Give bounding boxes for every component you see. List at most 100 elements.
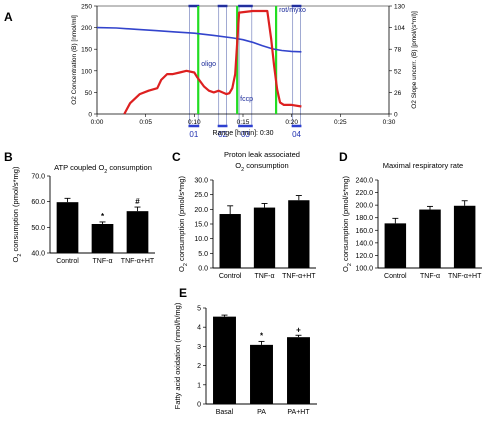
time-box-label: 04 <box>292 130 301 139</box>
bar <box>91 223 114 253</box>
y-tick-label: 200.0 <box>355 203 373 210</box>
bar <box>56 202 79 253</box>
bar <box>250 344 273 404</box>
y-axis-label: O2 consumption (pmol/s*mg) <box>11 166 23 262</box>
time-box <box>238 5 253 127</box>
y-left-axis-label: O2 Concentration (B) [nmol/ml] <box>71 15 78 105</box>
category-label: TNF-α <box>93 258 113 265</box>
y-left-tick-label: 250 <box>81 4 92 11</box>
x-axis-label: Range [h:min]: 0:30 <box>212 130 273 137</box>
bar <box>219 214 241 268</box>
y-right-tick-label: 130 <box>394 4 405 11</box>
time-box <box>218 5 227 127</box>
y-tick-label: 10.0 <box>194 236 208 243</box>
y-tick-label: 5.0 <box>198 251 208 258</box>
category-label: TNF-α+HT <box>448 273 482 280</box>
panel-letter-d: D <box>339 150 348 164</box>
marker-label: rot/myxo <box>279 7 306 14</box>
x-tick-label: 0:05 <box>139 119 152 126</box>
significance-mark: * <box>260 331 264 340</box>
y-tick-label: 240.0 <box>355 178 373 185</box>
y-tick-label: 0.0 <box>198 266 208 273</box>
bar <box>253 207 276 268</box>
bar <box>453 205 476 268</box>
panel-letter-c: C <box>172 150 181 164</box>
y-left-tick-label: 200 <box>81 25 92 32</box>
y-left-tick-label: 50 <box>85 90 93 97</box>
category-label: TNF-α <box>420 273 440 280</box>
y-right-tick-label: 26 <box>394 90 402 97</box>
y-tick-label: 70.0 <box>31 174 45 181</box>
y-tick-label: 1 <box>197 382 201 389</box>
y-tick-label: 120.0 <box>355 253 373 260</box>
y-tick-label: 3 <box>197 344 201 351</box>
y-right-tick-label: 78 <box>394 47 402 54</box>
chart-title: Maximal respiratory rate <box>383 161 463 170</box>
y-tick-label: 20.0 <box>194 207 208 214</box>
significance-mark: * <box>101 212 105 221</box>
y-tick-label: 160.0 <box>355 228 373 235</box>
panel-letter-b: B <box>4 150 13 164</box>
y-tick-label: 220.0 <box>355 190 373 197</box>
x-tick-label: 0:25 <box>334 119 347 126</box>
y-tick-label: 30.0 <box>194 178 208 185</box>
category-label: TNF-α+HT <box>282 273 316 280</box>
y-right-axis-label: O2 Slope uncorr. (B) [pmol/(s*ml)] <box>411 11 418 109</box>
category-label: Control <box>384 273 407 280</box>
category-label: PA+HT <box>287 409 310 416</box>
series-line-0 <box>96 26 302 53</box>
y-tick-label: 40.0 <box>31 251 45 258</box>
chart-title: Proton leak associated <box>224 150 300 159</box>
y-tick-label: 50.0 <box>31 225 45 232</box>
bar <box>287 337 310 404</box>
time-box <box>189 5 199 127</box>
y-tick-label: 60.0 <box>31 199 45 206</box>
category-label: Control <box>56 258 79 265</box>
category-label: TNF-α+HT <box>121 258 155 265</box>
category-label: Control <box>219 273 242 280</box>
y-tick-label: 15.0 <box>194 222 208 229</box>
y-tick-label: 25.0 <box>194 192 208 199</box>
panel-letter-e: E <box>179 286 187 300</box>
y-tick-label: 180.0 <box>355 215 373 222</box>
y-left-tick-label: 0 <box>88 112 92 119</box>
marker-label: fccp <box>240 96 253 103</box>
y-right-tick-label: 104 <box>394 25 405 32</box>
y-axis-label: O2 consumption (pmol/s*mg) <box>177 176 189 272</box>
panel-d: D Maximal respiratory rate 100.0 120.0 140.0… <box>339 150 482 280</box>
bar <box>288 200 310 268</box>
y-tick-label: 140.0 <box>355 240 373 247</box>
y-tick-label: 0 <box>197 402 201 409</box>
y-right-tick-label: 0 <box>394 112 398 119</box>
chart-title: ATP coupled O2 consumption <box>54 163 152 175</box>
x-tick-label: 0:10 <box>188 119 201 126</box>
category-label: PA <box>257 409 266 416</box>
series-line-1 <box>123 9 302 115</box>
panel-e: E 0 1 2 3 4 5 Fatty acid oxidation (nmol/h/mg) B… <box>173 286 317 416</box>
bar <box>126 211 149 253</box>
category-label: Basal <box>216 409 234 416</box>
x-tick-label: 0:20 <box>285 119 298 126</box>
bar <box>384 223 407 268</box>
marker-label: oligo <box>201 61 216 68</box>
y-left-tick-label: 100 <box>81 68 92 75</box>
panel-b: B ATP coupled O2 consumption 40.0 50.0 60.0 7… <box>4 150 155 265</box>
y-tick-label: 100.0 <box>355 266 373 273</box>
significance-mark: + <box>296 325 301 334</box>
panel-a: A 01 02 03 04 0 50 100 150 200 250 0 26 52 78 104 130 0:0… <box>4 4 418 140</box>
panel-c: C Proton leak associated O2 consumption 0.0… <box>172 150 316 280</box>
y-right-tick-label: 52 <box>394 68 402 75</box>
time-box-label: 01 <box>189 130 198 139</box>
time-box <box>292 5 301 127</box>
category-label: TNF-α <box>255 273 275 280</box>
y-axis-label: Fatty acid oxidation (nmol/h/mg) <box>173 302 182 409</box>
y-tick-label: 5 <box>197 306 201 313</box>
x-tick-label: 0:30 <box>383 119 396 126</box>
y-tick-label: 4 <box>197 325 201 332</box>
x-tick-label: 0:15 <box>237 119 250 126</box>
y-axis-label: O2 consumption (pmol/s*mg) <box>341 176 353 272</box>
y-left-tick-label: 150 <box>81 47 92 54</box>
y-tick-label: 2 <box>197 363 201 370</box>
panel-letter-a: A <box>4 10 13 24</box>
